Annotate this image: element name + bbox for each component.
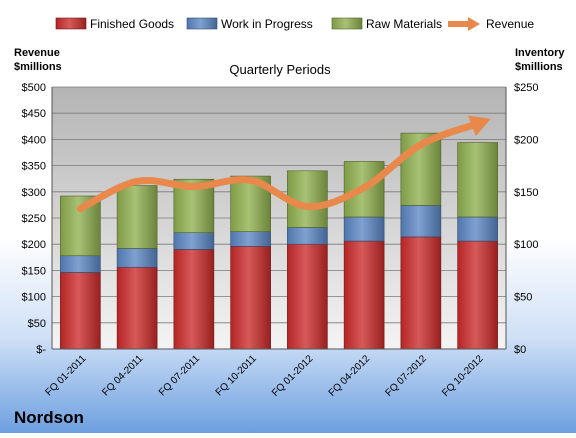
left-tick-label: $100 [22, 292, 46, 304]
bar-raw-materials [457, 142, 498, 218]
legend-label: Work in Progress [221, 17, 313, 31]
right-tick-label: $100 [514, 239, 538, 251]
left-tick-label: $250 [22, 213, 46, 225]
legend-arrowhead [468, 17, 480, 31]
left-axis-label-line1: Revenue [14, 47, 60, 59]
legend: Finished Goods Work in Progress Raw Materi… [55, 17, 534, 31]
bar-finished-goods [457, 240, 498, 350]
left-tick-label: $450 [22, 108, 46, 120]
bar-work-in-progress [116, 248, 158, 268]
revenue-line-layer [76, 115, 491, 213]
legend-label: Revenue [486, 17, 534, 31]
left-tick-label: $- [36, 344, 46, 356]
right-tick-label: $0 [514, 344, 526, 356]
revenue-arrowhead [468, 115, 491, 137]
left-tick-label: $300 [22, 187, 46, 199]
legend-swatch-raw-materials [331, 17, 363, 30]
right-tick-label: $50 [514, 292, 532, 304]
right-tick-label: $150 [514, 187, 538, 199]
left-tick-label: $200 [22, 239, 46, 251]
revenue-line [76, 120, 482, 213]
bar-finished-goods [400, 236, 442, 350]
bar-work-in-progress [457, 216, 498, 242]
bar-work-in-progress [60, 255, 101, 273]
right-tick-label: $250 [514, 82, 538, 94]
right-axis-label-line1: Inventory [515, 47, 565, 59]
chart-title: Quarterly Periods [229, 62, 331, 77]
legend-label: Raw Materials [366, 17, 442, 31]
bar-finished-goods [60, 272, 101, 350]
bar-finished-goods [230, 245, 271, 350]
bar-finished-goods [287, 243, 328, 350]
bar-work-in-progress [400, 205, 442, 238]
legend-label: Finished Goods [90, 17, 174, 31]
company-name: Nordson [14, 408, 84, 427]
right-axis-label-line2: $millions [515, 61, 563, 73]
left-tick-label: $50 [28, 318, 46, 330]
legend-swatch-work-in-progress [186, 17, 218, 30]
right-tick-label: $200 [514, 134, 538, 146]
left-axis-label-line2: $millions [14, 61, 62, 73]
legend-swatch-finished-goods [55, 17, 87, 30]
left-tick-label: $150 [22, 265, 46, 277]
bar-work-in-progress [287, 227, 328, 245]
bar-finished-goods [173, 249, 215, 350]
bars [60, 132, 498, 350]
left-tick-label: $400 [22, 134, 46, 146]
left-tick-label: $350 [22, 161, 46, 173]
bar-work-in-progress [343, 216, 385, 242]
bar-work-in-progress [230, 231, 271, 247]
left-tick-label: $500 [22, 82, 46, 94]
bar-work-in-progress [173, 232, 215, 250]
bar-raw-materials [343, 161, 385, 218]
bar-raw-materials [116, 185, 158, 249]
bar-finished-goods [116, 266, 158, 350]
bar-finished-goods [343, 240, 385, 350]
